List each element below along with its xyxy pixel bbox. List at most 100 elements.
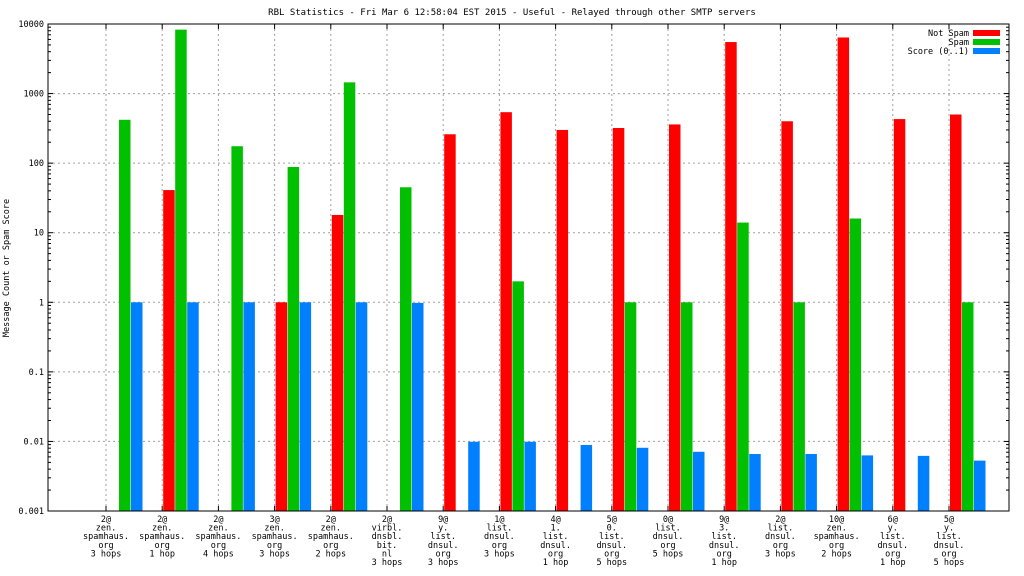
x-tick-label-line: zen. [321, 524, 341, 534]
x-tick-label: 9@ 3. list. dnsul. org 1 hop [709, 515, 740, 568]
x-tick-label-line: org [492, 541, 507, 551]
x-tick-label-line: 5 hops [596, 558, 627, 568]
x-tick-label-line: org [717, 549, 732, 559]
x-tick-label-line: list. [430, 532, 456, 542]
x-tick-label-line: 1 hop [880, 558, 906, 568]
x-tick-label-line: 9@ [719, 515, 729, 525]
x-tick-label-line: 1 hop [149, 549, 175, 559]
bar-not-spam [725, 42, 737, 511]
x-tick-label: 2@ virbl. dnsbl. bit. nl 3 hops [372, 515, 403, 568]
x-tick-label-line: org [211, 541, 226, 551]
bar-not-spam [163, 190, 175, 511]
x-tick-label: 2@ zen. spamhaus. org 4 hops [195, 515, 241, 559]
bar-not-spam [444, 134, 456, 511]
x-tick-label-line: 5 hops [934, 558, 965, 568]
x-tick-label-line: y. [888, 524, 898, 534]
bar-spam [624, 302, 637, 511]
x-tick-label-line: 2@ [213, 515, 223, 525]
x-tick-label-line: org [829, 541, 844, 551]
x-tick-label-line: 5@ [607, 515, 617, 525]
x-tick-label-line: dnsul. [484, 532, 515, 542]
x-tick-label-line: dnsbl. [372, 532, 403, 542]
bar-score-0-1 [131, 302, 143, 511]
bar-score-0-1 [187, 302, 199, 511]
x-tick-label-line: spamhaus. [195, 532, 241, 542]
bar-spam [681, 302, 693, 511]
legend-label: Score (0..1) [908, 47, 969, 57]
x-tick-label: 5@ 0. list. dnsul. org 5 hops [596, 515, 627, 568]
x-tick-label-line: 3. [719, 524, 729, 534]
legend-label: Spam [949, 38, 969, 48]
y-tick-label: 100 [29, 159, 44, 169]
x-tick-label-line: 1 hop [711, 558, 737, 568]
bar-spam [962, 302, 974, 511]
legend-swatch [973, 30, 1000, 36]
bar-score-0-1 [355, 302, 368, 511]
bar-not-spam [331, 214, 344, 511]
bar-score-0-1 [468, 441, 480, 511]
x-tick-label-line: org [773, 541, 788, 551]
x-tick-label-line: list. [711, 532, 737, 542]
x-tick-label-line: 3 hops [765, 549, 796, 559]
y-tick-label: 1000 [24, 90, 44, 100]
y-tick-label: 10 [34, 229, 44, 239]
x-tick-label-line: 0. [607, 524, 617, 534]
x-tick-label-line: org [323, 541, 338, 551]
y-tick-label: 0.01 [24, 437, 44, 447]
x-tick-label-line: 6@ [888, 515, 898, 525]
x-tick-label-line: 3@ [269, 515, 279, 525]
x-tick-label-line: spamhaus. [814, 532, 860, 542]
x-tick-label: 2@ zen. spamhaus. org 2 hops [308, 515, 354, 559]
x-tick-label-line: 4@ [550, 515, 560, 525]
bar-spam [400, 187, 412, 512]
x-tick-label-line: org [267, 541, 282, 551]
x-tick-label-line: dnsul. [709, 541, 740, 551]
bar-spam [119, 119, 131, 511]
x-tick-label-line: 2@ [326, 515, 336, 525]
y-tick-label: 10000 [18, 20, 44, 30]
bar-score-0-1 [693, 451, 705, 511]
x-tick-label-line: 2@ [157, 515, 167, 525]
x-tick-label-line: dnsul. [540, 541, 571, 551]
x-tick-label-line: org [98, 541, 113, 551]
x-tick-label-line: list. [880, 532, 906, 542]
legend-swatch [973, 48, 1000, 54]
y-tick-label: 0.001 [18, 507, 44, 517]
bar-spam [512, 281, 524, 511]
bar-spam [849, 218, 862, 511]
bar-score-0-1 [299, 302, 312, 511]
x-tick-label-line: org [436, 549, 451, 559]
x-tick-label-line: list. [655, 524, 681, 534]
x-tick-label-line: 0@ [663, 515, 673, 525]
x-tick-label: 4@ 1. list. dnsul. org 1 hop [540, 515, 571, 568]
x-tick-label-line: org [941, 549, 956, 559]
x-tick-label-line: 1@ [494, 515, 504, 525]
x-tick-label-line: list. [768, 524, 794, 534]
bar-score-0-1 [243, 302, 255, 511]
x-tick-label-line: nl [382, 549, 392, 559]
x-tick-label-line: zen. [826, 524, 846, 534]
x-tick-label-line: spamhaus. [308, 532, 354, 542]
x-tick-label-line: zen. [152, 524, 172, 534]
bar-not-spam [669, 124, 681, 511]
x-tick-label-line: list. [487, 524, 513, 534]
x-tick-label-line: y. [438, 524, 448, 534]
x-tick-label: 3@ zen. spamhaus. org 3 hops [252, 515, 298, 559]
x-tick-label: 5@ y. list. dnsul. org 5 hops [934, 515, 965, 568]
x-tick-label-line: list. [599, 532, 625, 542]
bar-not-spam [781, 121, 793, 511]
x-tick-label-line: dnsul. [428, 541, 459, 551]
x-tick-label: 10@ zen. spamhaus. org 2 hops [814, 515, 860, 559]
bar-score-0-1 [805, 453, 817, 511]
x-tick-label-line: dnsul. [596, 541, 627, 551]
bar-score-0-1 [917, 455, 930, 511]
x-tick-label-line: spamhaus. [252, 532, 298, 542]
legend-swatch [973, 39, 1000, 45]
bar-spam [175, 29, 187, 511]
x-tick-label-line: list. [543, 532, 569, 542]
bar-group [119, 29, 986, 512]
x-tick-label-line: 2@ [382, 515, 392, 525]
x-tick-label: 1@ list. dnsul. org 3 hops [484, 515, 515, 559]
